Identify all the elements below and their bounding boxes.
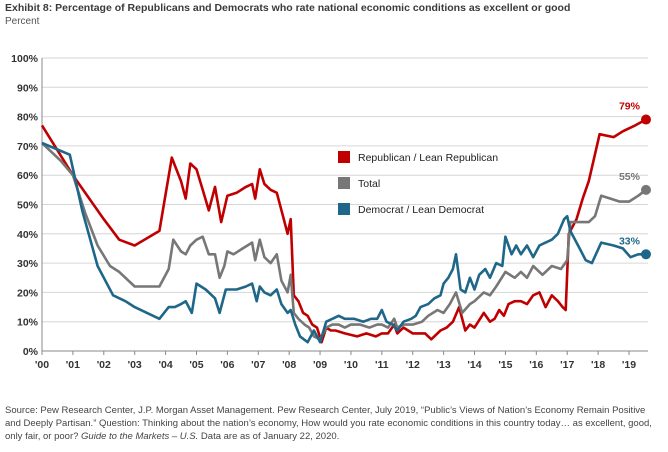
- x-tick-label: '02: [97, 359, 111, 371]
- y-tick-label: 30%: [17, 258, 39, 270]
- y-tick-label: 40%: [17, 229, 39, 241]
- series-end-label-2: 33%: [619, 235, 641, 247]
- chart-title: Exhibit 8: Percentage of Republicans and…: [5, 2, 571, 14]
- x-tick-label: '11: [375, 359, 389, 371]
- legend-swatch-2: [338, 203, 350, 215]
- x-tick-label: '18: [591, 359, 605, 371]
- series-end-marker-1: [640, 184, 651, 195]
- y-tick-label: 0%: [23, 346, 39, 358]
- legend: Republican / Lean Republican Total Democra…: [338, 151, 498, 216]
- x-tick-label: '13: [437, 359, 451, 371]
- x-tick-label: '01: [66, 359, 80, 371]
- series-end-label-0: 79%: [619, 101, 641, 113]
- y-tick-label: 80%: [17, 112, 39, 124]
- x-tick-label: '19: [622, 359, 636, 371]
- y-unit-label: Percent: [5, 16, 40, 27]
- series-end-marker-0: [640, 114, 651, 125]
- series-end-marker-2: [640, 249, 651, 260]
- x-axis: '00 '01 '02 '03 '04 '05 '06 '07 '08 '09 '10 '11 '12 '…: [35, 351, 636, 371]
- legend-label-0: Republican / Lean Republican: [358, 152, 498, 164]
- x-tick-label: '16: [529, 359, 543, 371]
- series-end-label-1: 55%: [619, 171, 641, 183]
- source-date: Data are as of January 22, 2020.: [198, 431, 340, 442]
- y-tick-label: 60%: [17, 170, 39, 182]
- y-tick-label: 20%: [17, 287, 39, 299]
- x-tick-label: '05: [189, 359, 203, 371]
- end-labels: 79% 55% 33%: [619, 101, 641, 248]
- x-tick-label: '12: [406, 359, 420, 371]
- source-note: Source: Pew Research Center, J.P. Morgan…: [5, 404, 655, 443]
- line-chart: 0% 10% 20% 30% 40% 50% 60% 70% 80% 90% 100% '00 '01…: [11, 53, 651, 371]
- x-tick-label: '06: [220, 359, 234, 371]
- legend-swatch-1: [338, 177, 350, 189]
- grid-lines: [42, 57, 648, 352]
- series-line-2: [41, 141, 646, 344]
- x-tick-label: '08: [282, 359, 296, 371]
- series-line-0: [40, 118, 647, 344]
- series-line-1: [41, 142, 647, 341]
- x-tick-label: '15: [498, 359, 512, 371]
- legend-label-1: Total: [358, 178, 380, 190]
- y-axis: 0% 10% 20% 30% 40% 50% 60% 70% 80% 90% 100%: [11, 53, 43, 358]
- source-publication: Guide to the Markets – U.S.: [81, 431, 199, 442]
- x-tick-label: '10: [344, 359, 358, 371]
- y-tick-label: 100%: [11, 53, 39, 65]
- y-tick-label: 70%: [17, 141, 39, 153]
- legend-label-2: Democrat / Lean Democrat: [358, 204, 484, 216]
- y-tick-label: 10%: [17, 317, 39, 329]
- x-tick-label: '14: [467, 359, 481, 371]
- source-text: Source: Pew Research Center, J.P. Morgan…: [5, 405, 652, 442]
- y-tick-label: 50%: [17, 200, 39, 212]
- x-tick-label: '04: [158, 359, 172, 371]
- x-tick-label: '00: [35, 359, 49, 371]
- series-lines: [40, 114, 651, 344]
- y-tick-label: 90%: [17, 82, 39, 94]
- x-tick-label: '09: [313, 359, 327, 371]
- x-tick-label: '07: [251, 359, 265, 371]
- legend-swatch-0: [338, 151, 350, 163]
- x-tick-label: '03: [128, 359, 142, 371]
- x-tick-label: '17: [560, 359, 574, 371]
